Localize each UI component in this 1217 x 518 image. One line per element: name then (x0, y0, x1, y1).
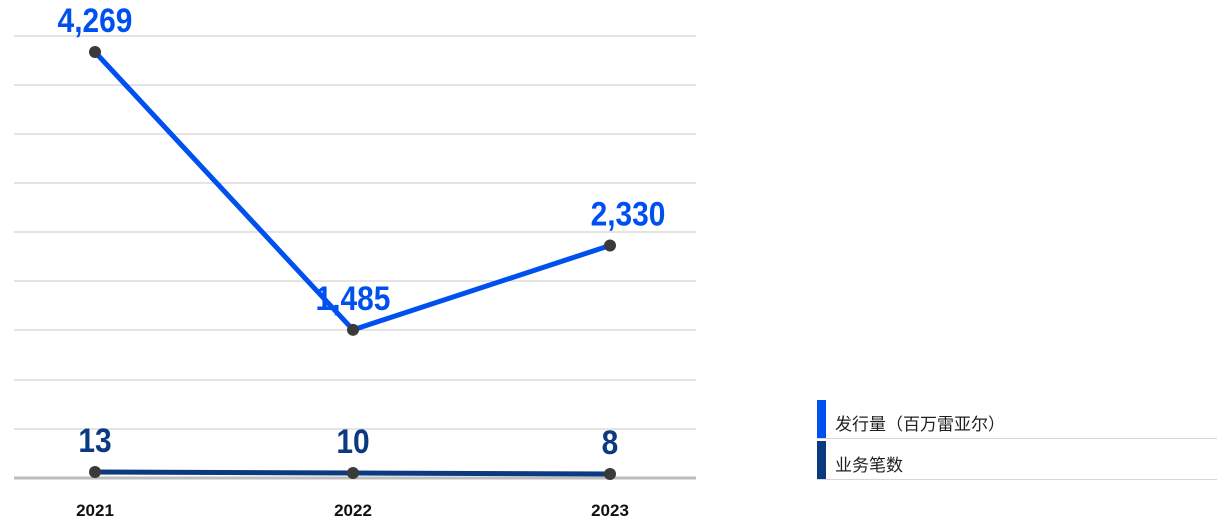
legend: 发行量（百万雷亚尔） 业务笔数 (817, 398, 1217, 480)
series-0-label-2023: 2,330 (591, 195, 666, 233)
x-tick-label-2023: 2023 (591, 501, 629, 518)
series-0-point-2022 (347, 323, 359, 336)
series-0-point-2021 (89, 46, 101, 58)
legend-item-issuance: 发行量（百万雷亚尔） (817, 398, 1217, 439)
series-1-point-2023 (604, 468, 616, 480)
series-0-label-2022: 1,485 (316, 279, 391, 317)
legend-item-deal-count: 业务笔数 (817, 439, 1217, 480)
x-tick-label-2022: 2022 (334, 501, 372, 518)
series-1-label-2022: 10 (336, 422, 369, 460)
series-group: 4,269 1,485 2,330 13 10 8 (58, 1, 666, 480)
x-tick-label-2021: 2021 (76, 501, 114, 518)
legend-label-deal-count: 业务笔数 (835, 456, 903, 476)
legend-label-issuance: 发行量（百万雷亚尔） (835, 415, 1005, 435)
series-1-label-2021: 13 (78, 421, 111, 459)
gridlines (14, 35, 696, 480)
legend-swatch-deal-count (817, 441, 826, 479)
x-axis-labels: 2021 2022 2023 (76, 501, 629, 518)
legend-swatch-issuance (817, 400, 826, 438)
series-0-point-2023 (604, 239, 616, 252)
series-1-point-2022 (347, 467, 359, 479)
series-1-point-2021 (89, 466, 101, 478)
line-chart: 4,269 1,485 2,330 13 10 8 2021 2022 2023 (14, 1, 696, 518)
series-1-label-2023: 8 (602, 423, 619, 461)
series-0-label-2021: 4,269 (58, 1, 133, 39)
